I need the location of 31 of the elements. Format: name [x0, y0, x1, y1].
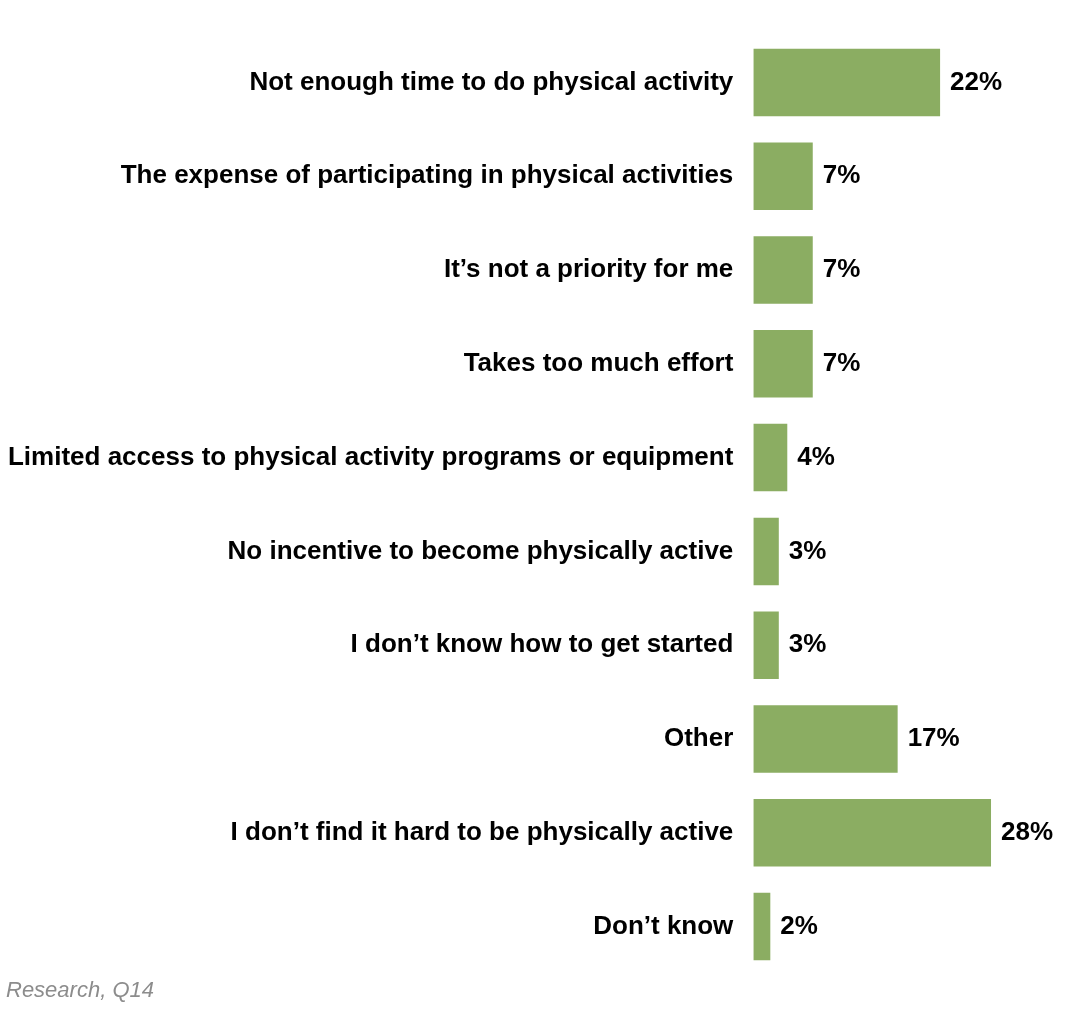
y-tick-label: It’s not a priority for me	[443, 253, 734, 284]
y-tick-label: Other	[663, 722, 734, 753]
data-label: 7%	[822, 253, 861, 284]
data-label: 28%	[1001, 815, 1054, 846]
text: Research, Q14	[6, 977, 154, 1002]
data-label: 3%	[788, 628, 827, 659]
data-label: 22%	[950, 65, 1003, 96]
bar	[753, 611, 779, 679]
bar	[753, 48, 941, 117]
bar	[753, 892, 771, 961]
y-tick-label: Takes too much effort	[463, 347, 734, 377]
bar	[753, 798, 992, 867]
bar	[753, 423, 788, 492]
y-tick-label: The expense of participating in physical activities	[120, 159, 734, 190]
y-tick-label: I don’t find it hard to be physically active	[230, 815, 734, 846]
bar	[753, 236, 813, 304]
y-tick-label: No incentive to become physically active	[227, 534, 734, 565]
data-label: 4%	[797, 440, 835, 471]
data-label: 3%	[788, 534, 827, 565]
y-tick-label: I don’t know how to get started	[350, 628, 734, 659]
y-tick-label: Don’t know	[593, 909, 735, 940]
bar	[753, 142, 813, 211]
data-label: 7%	[822, 159, 861, 190]
y-tick-label: Not enough time to do physical activity	[249, 65, 734, 96]
data-label: 7%	[822, 347, 861, 377]
data-label: 2%	[780, 909, 818, 940]
bar	[753, 517, 779, 586]
data-label: 17%	[907, 722, 960, 753]
bar	[753, 330, 813, 398]
y-tick-label: Limited access to physical activity programs or equipment	[7, 440, 734, 471]
bar	[753, 705, 898, 773]
